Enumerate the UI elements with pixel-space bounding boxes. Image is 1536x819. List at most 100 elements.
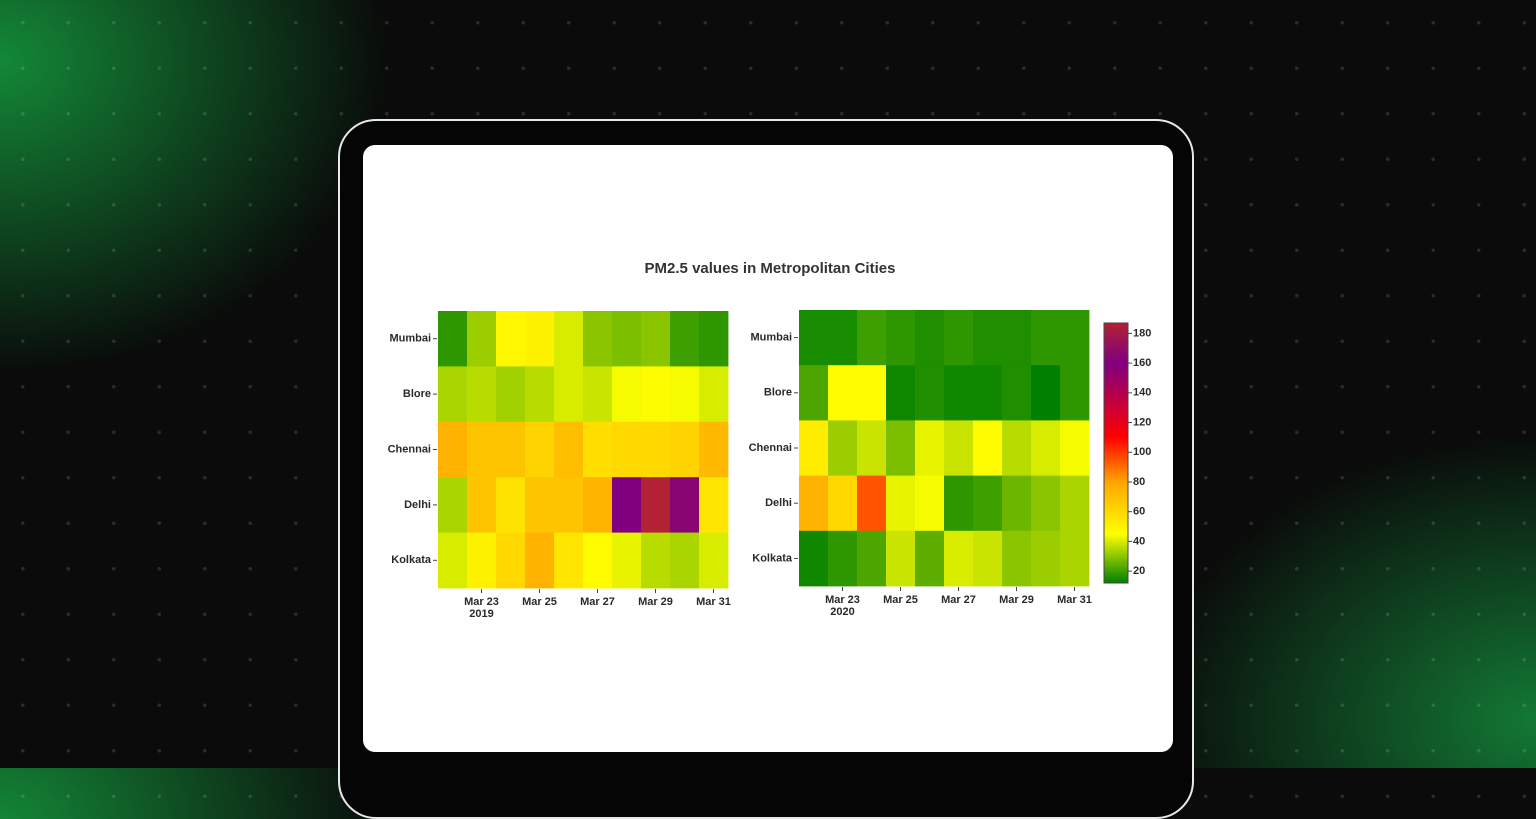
heatmap-cell <box>799 475 829 532</box>
heatmap-cell <box>612 421 642 478</box>
heatmap-cell <box>915 365 945 421</box>
heatmap-cell <box>1060 530 1090 587</box>
heatmap-cell <box>799 530 829 587</box>
heatmap-cell <box>583 421 613 478</box>
x-tick-label: Mar 23 <box>825 594 860 606</box>
heatmap-cell <box>438 532 468 589</box>
x-tick-label: Mar 25 <box>883 594 918 606</box>
heatmap-cell <box>554 366 584 423</box>
heatmap-cell <box>1002 475 1032 532</box>
x-tick-label: Mar 23 <box>464 596 499 608</box>
heatmap-cell <box>1060 475 1090 532</box>
heatmap-cell <box>944 310 974 366</box>
heatmap-cell <box>583 477 613 533</box>
heatmap-cell <box>1060 365 1090 421</box>
colorbar-tick-label: 20 <box>1133 565 1145 577</box>
heatmap-cell <box>699 311 729 367</box>
heatmap-cell <box>467 366 497 423</box>
colorbar <box>1103 322 1129 584</box>
heatmap-cell <box>670 477 700 533</box>
heatmap-cell <box>1002 365 1032 421</box>
heatmap-cell <box>857 310 887 366</box>
x-tick-label: Mar 31 <box>1057 594 1092 606</box>
heatmap-cell <box>670 421 700 478</box>
x-tick-label: Mar 27 <box>941 594 976 606</box>
heatmap-cell <box>886 475 916 532</box>
colorbar-tick-label: 180 <box>1133 327 1151 339</box>
heatmap-cell <box>1031 310 1061 366</box>
heatmap-cell <box>554 311 584 367</box>
y-tick-label: Mumbai <box>389 333 431 345</box>
y-tick-label: Kolkata <box>752 552 793 564</box>
heatmap-cell <box>554 477 584 533</box>
heatmap-cell <box>973 530 1003 587</box>
y-tick-label: Mumbai <box>750 332 792 344</box>
heatmap-cell <box>886 530 916 587</box>
x-tick-label: Mar 29 <box>999 594 1034 606</box>
heatmap-cell <box>467 421 497 478</box>
heatmap-cell <box>583 366 613 423</box>
heatmap-cell <box>699 532 729 589</box>
heatmap-cell <box>1002 310 1032 366</box>
heatmap-cell <box>438 477 468 533</box>
heatmap-cell <box>496 532 526 589</box>
x-tick-label: Mar 25 <box>522 596 557 608</box>
heatmap-cell <box>612 477 642 533</box>
heatmap-cell <box>496 421 526 478</box>
heatmap-cell <box>973 310 1003 366</box>
colorbar-tick-label: 60 <box>1133 506 1145 518</box>
heatmap-cell <box>641 421 671 478</box>
heatmap-cell <box>799 310 829 366</box>
y-tick-label: Chennai <box>388 443 431 455</box>
x-year-label: 2020 <box>830 606 854 618</box>
heatmap-cell <box>583 532 613 589</box>
heatmap-cell <box>670 311 700 367</box>
heatmap-cell <box>641 532 671 589</box>
heatmap-cell <box>525 366 555 423</box>
heatmap-cell <box>857 530 887 587</box>
heatmap-cell <box>857 365 887 421</box>
heatmap-cell <box>438 366 468 423</box>
heatmap-cell <box>583 311 613 367</box>
heatmap-cell <box>1060 310 1090 366</box>
colorbar-tick-label: 140 <box>1133 387 1151 399</box>
heatmap-cell <box>641 477 671 533</box>
heatmap-cell <box>670 532 700 589</box>
y-tick-label: Kolkata <box>391 554 432 566</box>
colorbar-tick-label: 160 <box>1133 357 1151 369</box>
heatmap-cell <box>828 420 858 476</box>
heatmap-cell <box>1031 475 1061 532</box>
heatmap-cell <box>496 477 526 533</box>
heatmap-cell <box>915 475 945 532</box>
x-year-label: 2019 <box>469 608 493 620</box>
heatmap-cell <box>554 421 584 478</box>
heatmap-cell <box>525 532 555 589</box>
y-tick-label: Delhi <box>404 499 431 511</box>
heatmap-cell <box>612 532 642 589</box>
x-tick-label: Mar 31 <box>696 596 731 608</box>
heatmap-cell <box>828 310 858 366</box>
heatmap-cell <box>944 475 974 532</box>
heatmap-cell <box>1002 420 1032 476</box>
heatmap-cell <box>973 420 1003 476</box>
heatmap-cell <box>612 311 642 367</box>
heatmap-cell <box>1060 420 1090 476</box>
heatmap-cell <box>1031 420 1061 476</box>
heatmap-cell <box>670 366 700 423</box>
y-tick-label: Delhi <box>765 497 792 509</box>
heatmap-cell <box>915 420 945 476</box>
heatmap-cell <box>554 532 584 589</box>
heatmap-cell <box>641 311 671 367</box>
heatmap-cell <box>438 311 468 367</box>
heatmap-cell <box>699 366 729 423</box>
colorbar-tick-label: 80 <box>1133 476 1145 488</box>
y-tick-label: Chennai <box>749 442 792 454</box>
heatmap-cell <box>1002 530 1032 587</box>
heatmap-cell <box>886 365 916 421</box>
heatmap-cell <box>525 311 555 367</box>
heatmap-cell <box>525 421 555 478</box>
heatmap-cell <box>915 530 945 587</box>
y-tick-label: Blore <box>403 388 431 400</box>
heatmap-cell <box>496 366 526 423</box>
heatmap-cell <box>828 365 858 421</box>
